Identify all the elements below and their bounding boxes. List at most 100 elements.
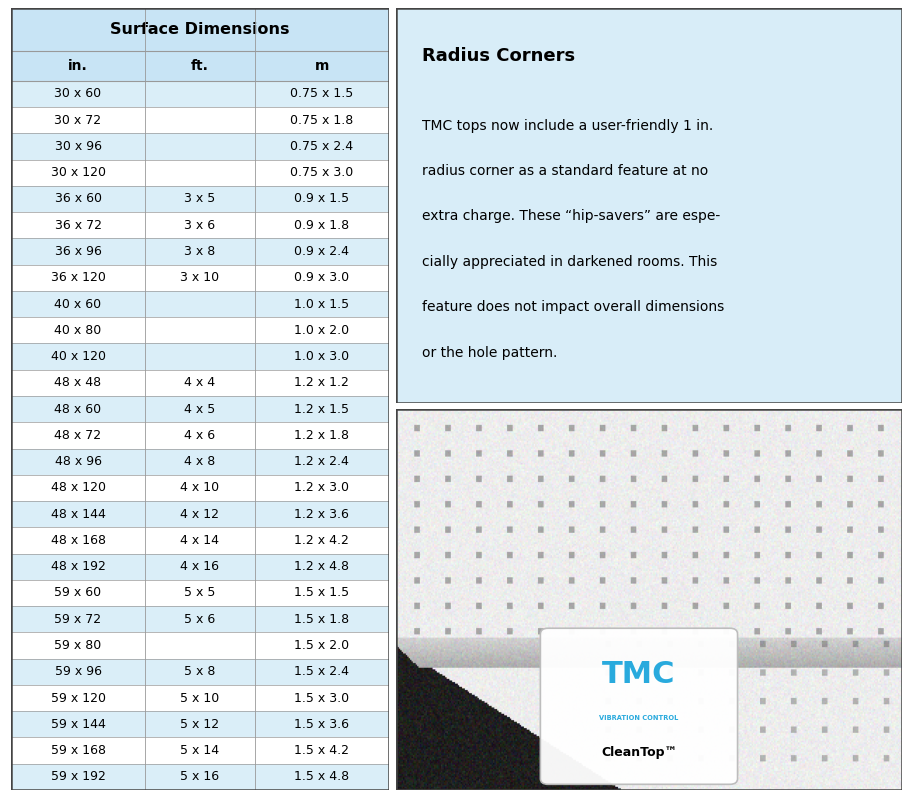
Text: m: m <box>314 59 329 73</box>
Text: 36 x 72: 36 x 72 <box>55 219 101 231</box>
Text: 4 x 4: 4 x 4 <box>184 377 216 389</box>
Bar <box>11 527 389 554</box>
Text: 1.5 x 1.8: 1.5 x 1.8 <box>294 613 350 626</box>
Text: 36 x 96: 36 x 96 <box>55 245 101 258</box>
Text: 1.2 x 1.5: 1.2 x 1.5 <box>294 403 350 416</box>
Text: 1.5 x 1.5: 1.5 x 1.5 <box>294 587 350 599</box>
Bar <box>11 343 389 369</box>
Text: 59 x 120: 59 x 120 <box>50 692 106 705</box>
Text: CleanTop™: CleanTop™ <box>601 746 677 759</box>
Bar <box>11 369 389 396</box>
Bar <box>11 580 389 606</box>
Text: 1.2 x 4.8: 1.2 x 4.8 <box>294 560 350 573</box>
Text: 4 x 6: 4 x 6 <box>184 429 216 442</box>
Text: extra charge. These “hip-savers” are espe-: extra charge. These “hip-savers” are esp… <box>422 209 720 223</box>
Bar <box>11 212 389 239</box>
Bar <box>11 81 389 107</box>
Bar <box>11 422 389 448</box>
Text: feature does not impact overall dimensions: feature does not impact overall dimensio… <box>422 300 724 314</box>
Text: 4 x 8: 4 x 8 <box>184 455 216 468</box>
Bar <box>11 133 389 160</box>
Text: 1.5 x 4.2: 1.5 x 4.2 <box>294 744 350 757</box>
Text: 59 x 192: 59 x 192 <box>51 770 106 784</box>
Text: 4 x 16: 4 x 16 <box>180 560 220 573</box>
Text: 0.75 x 1.8: 0.75 x 1.8 <box>291 113 353 127</box>
Text: 48 x 72: 48 x 72 <box>55 429 102 442</box>
Text: 5 x 5: 5 x 5 <box>184 587 216 599</box>
Text: TMC tops now include a user-friendly 1 in.: TMC tops now include a user-friendly 1 i… <box>422 119 712 132</box>
Text: 4 x 10: 4 x 10 <box>180 481 220 495</box>
Text: Surface Dimensions: Surface Dimensions <box>110 22 290 37</box>
Text: 0.9 x 1.8: 0.9 x 1.8 <box>294 219 350 231</box>
Text: 4 x 5: 4 x 5 <box>184 403 216 416</box>
Text: ft.: ft. <box>191 59 209 73</box>
Bar <box>11 685 389 711</box>
Text: 48 x 96: 48 x 96 <box>55 455 101 468</box>
Text: 40 x 80: 40 x 80 <box>55 324 102 337</box>
Bar <box>11 396 389 422</box>
Text: 4 x 14: 4 x 14 <box>180 534 220 547</box>
Text: 30 x 60: 30 x 60 <box>55 87 102 101</box>
FancyBboxPatch shape <box>540 628 738 784</box>
Text: 4 x 12: 4 x 12 <box>180 508 220 520</box>
Text: VIBRATION CONTROL: VIBRATION CONTROL <box>599 715 679 721</box>
Text: 3 x 5: 3 x 5 <box>184 192 216 205</box>
Bar <box>11 632 389 658</box>
Text: 0.75 x 2.4: 0.75 x 2.4 <box>291 140 353 153</box>
Bar <box>11 317 389 343</box>
Text: 1.5 x 3.0: 1.5 x 3.0 <box>294 692 350 705</box>
Text: 1.2 x 3.6: 1.2 x 3.6 <box>294 508 349 520</box>
Text: 1.5 x 2.4: 1.5 x 2.4 <box>294 666 350 678</box>
Text: 1.0 x 3.0: 1.0 x 3.0 <box>294 350 350 363</box>
Text: 5 x 6: 5 x 6 <box>184 613 216 626</box>
Text: 1.2 x 1.8: 1.2 x 1.8 <box>294 429 350 442</box>
Text: 0.75 x 1.5: 0.75 x 1.5 <box>291 87 353 101</box>
Text: Radius Corners: Radius Corners <box>422 48 575 65</box>
Text: 1.5 x 3.6: 1.5 x 3.6 <box>294 718 350 731</box>
Bar <box>11 51 389 81</box>
Text: 3 x 8: 3 x 8 <box>184 245 216 258</box>
Bar <box>11 265 389 291</box>
Bar <box>11 658 389 685</box>
Text: 48 x 168: 48 x 168 <box>50 534 106 547</box>
Text: 0.9 x 2.4: 0.9 x 2.4 <box>294 245 350 258</box>
Text: 59 x 144: 59 x 144 <box>51 718 106 731</box>
Text: 0.75 x 3.0: 0.75 x 3.0 <box>291 166 353 180</box>
Text: 59 x 80: 59 x 80 <box>55 639 102 652</box>
Text: 48 x 60: 48 x 60 <box>55 403 102 416</box>
Text: 40 x 60: 40 x 60 <box>55 298 102 310</box>
Text: 30 x 120: 30 x 120 <box>50 166 106 180</box>
Text: 5 x 8: 5 x 8 <box>184 666 216 678</box>
Text: 48 x 192: 48 x 192 <box>51 560 106 573</box>
Bar <box>11 448 389 475</box>
Text: 1.2 x 3.0: 1.2 x 3.0 <box>294 481 350 495</box>
Text: 30 x 96: 30 x 96 <box>55 140 101 153</box>
Bar <box>11 160 389 186</box>
Bar <box>11 291 389 317</box>
Text: 1.2 x 1.2: 1.2 x 1.2 <box>294 377 349 389</box>
Text: 1.0 x 1.5: 1.0 x 1.5 <box>294 298 350 310</box>
Text: 36 x 60: 36 x 60 <box>55 192 101 205</box>
Text: 48 x 120: 48 x 120 <box>50 481 106 495</box>
Text: 0.9 x 3.0: 0.9 x 3.0 <box>294 271 350 284</box>
Text: 40 x 120: 40 x 120 <box>50 350 106 363</box>
Text: 59 x 60: 59 x 60 <box>55 587 102 599</box>
Text: in.: in. <box>68 59 88 73</box>
Text: 30 x 72: 30 x 72 <box>55 113 102 127</box>
Text: 59 x 72: 59 x 72 <box>55 613 102 626</box>
Text: or the hole pattern.: or the hole pattern. <box>422 346 557 360</box>
Text: 5 x 16: 5 x 16 <box>180 770 220 784</box>
Bar <box>11 737 389 764</box>
Text: 1.2 x 4.2: 1.2 x 4.2 <box>294 534 349 547</box>
Bar <box>11 554 389 580</box>
Text: 3 x 6: 3 x 6 <box>184 219 216 231</box>
Text: 3 x 10: 3 x 10 <box>180 271 220 284</box>
Text: 1.5 x 2.0: 1.5 x 2.0 <box>294 639 350 652</box>
Bar <box>11 107 389 133</box>
Text: 1.2 x 2.4: 1.2 x 2.4 <box>294 455 349 468</box>
Text: 48 x 144: 48 x 144 <box>51 508 106 520</box>
Bar <box>11 606 389 632</box>
Bar <box>11 711 389 737</box>
Bar <box>11 239 389 265</box>
Text: 5 x 10: 5 x 10 <box>180 692 220 705</box>
